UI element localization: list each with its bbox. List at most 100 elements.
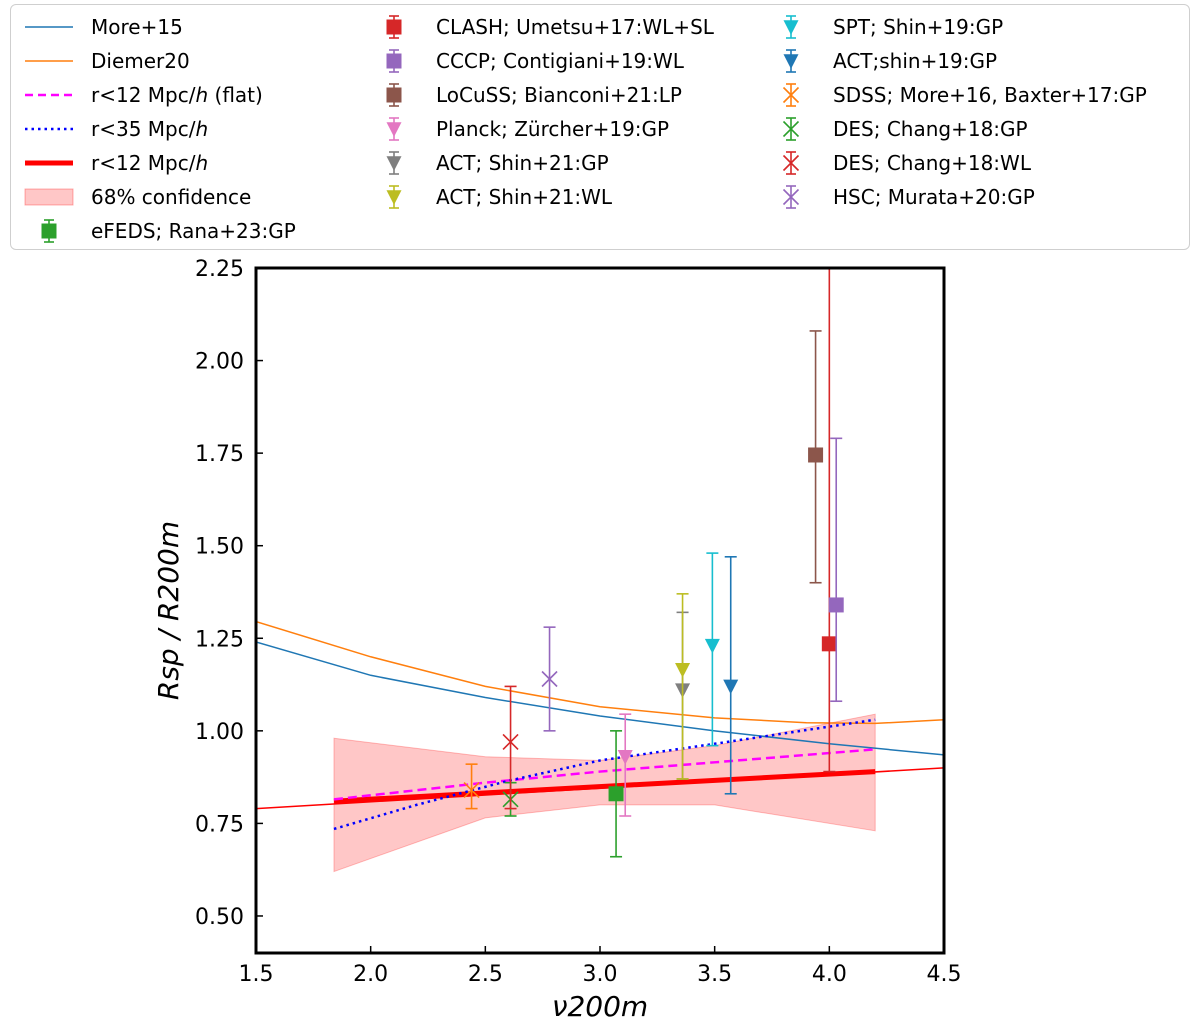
x-tick-label: 4.5 xyxy=(927,962,962,987)
legend-handle-clash xyxy=(386,15,402,39)
legend-item-actgp: ACT; Shin+21:GP xyxy=(366,148,609,178)
legend-item-conf: 68% confidence xyxy=(21,182,251,212)
legend-marker-square xyxy=(386,53,402,69)
legend-item-clash: CLASH; Umetsu+17:WL+SL xyxy=(366,12,714,42)
legend-marker-square xyxy=(41,223,57,239)
marker-x xyxy=(541,670,558,688)
legend-label: HSC; Murata+20:GP xyxy=(833,185,1035,209)
legend-label-post: (flat) xyxy=(208,83,263,107)
data-point-cccp-contigiani-19-wl xyxy=(828,437,844,703)
legend-label: Planck; Zürcher+19:GP xyxy=(436,117,670,141)
x-tick-label: 2.0 xyxy=(353,962,388,987)
legend-label: ACT; Shin+21:WL xyxy=(436,185,613,209)
legend-marker-triangle_down xyxy=(783,20,799,35)
y-tick-label: 0.50 xyxy=(195,905,244,930)
legend-handle-sdss xyxy=(782,83,800,107)
legend-handle-r12 xyxy=(25,160,73,166)
legend-item-hsc: HSC; Murata+20:GP xyxy=(763,182,1035,212)
data-point-spt-shin-19-gp xyxy=(704,552,720,747)
y-tick-label: 1.50 xyxy=(195,535,244,560)
legend-handle-deswl xyxy=(782,151,800,175)
marker-square xyxy=(808,447,824,463)
legend-handle-desgp xyxy=(782,117,800,141)
legend-item-cccp: CCCP; Contigiani+19:WL xyxy=(366,46,684,76)
data-point-locuss-bianconi-21-lp xyxy=(808,330,824,584)
legend-label-pre: r<12 Mpc/ xyxy=(91,83,196,107)
legend-handle-actwl xyxy=(386,185,402,209)
legend-label: DES; Chang+18:WL xyxy=(833,151,1031,175)
data-point-act-shin-19-gp xyxy=(723,556,739,795)
x-axis-label: ν200m xyxy=(552,990,648,1023)
legend-handle-locuss xyxy=(386,83,402,107)
data-point-planck-z-rcher-19-gp xyxy=(617,713,633,817)
marker-square xyxy=(608,786,624,802)
legend-marker-x xyxy=(782,86,800,104)
line-diemer20 xyxy=(256,620,944,725)
marker-triangle_down xyxy=(675,662,691,678)
legend-marker-triangle_down xyxy=(386,156,402,171)
data-point-clash-umetsu-17-wl-sl xyxy=(821,268,837,773)
data-point-hsc-murata-20-gp xyxy=(541,626,558,732)
y-tick-label: 1.25 xyxy=(195,627,244,652)
y-tick-label: 1.75 xyxy=(195,442,244,467)
legend-item-flat: r<12 Mpc/h (flat) xyxy=(21,80,263,110)
legend-item-desgp: DES; Chang+18:GP xyxy=(763,114,1028,144)
legend-item-r35: r<35 Mpc/h xyxy=(21,114,208,144)
legend-handle-act19 xyxy=(783,49,799,73)
legend-label: r<35 Mpc/h xyxy=(91,117,208,141)
legend-marker-x xyxy=(782,188,800,206)
legend: More+15 Diemer20 r<12 Mpc/h (flat) r<35 Mpc… xyxy=(10,4,1190,250)
legend-label: LoCuSS; Bianconi+21:LP xyxy=(436,83,682,107)
legend-label-italic: h xyxy=(195,117,209,141)
legend-label-italic: h xyxy=(195,83,209,107)
legend-item-diemer20: Diemer20 xyxy=(21,46,190,76)
legend-item-r12: r<12 Mpc/h xyxy=(21,148,208,178)
legend-handle-hsc xyxy=(782,185,800,209)
legend-item-more15: More+15 xyxy=(21,12,183,42)
y-axis-label: Rsp / R200m xyxy=(152,521,185,700)
marker-x xyxy=(463,782,480,799)
confidence-band xyxy=(333,713,876,873)
legend-label: CLASH; Umetsu+17:WL+SL xyxy=(436,15,714,39)
y-tick-label: 1.00 xyxy=(195,720,244,745)
legend-marker-band xyxy=(24,188,74,206)
legend-label: DES; Chang+18:GP xyxy=(833,117,1028,141)
series-group xyxy=(256,268,944,873)
legend-item-deswl: DES; Chang+18:WL xyxy=(763,148,1031,178)
marker-triangle_down xyxy=(617,750,633,765)
legend-label: 68% confidence xyxy=(91,185,252,209)
legend-item-locuss: LoCuSS; Bianconi+21:LP xyxy=(366,80,682,110)
marker-triangle_down xyxy=(704,638,720,654)
legend-label: r<12 Mpc/h xyxy=(91,151,208,175)
legend-marker-square xyxy=(386,87,402,103)
legend-item-act19: ACT;shin+19:GP xyxy=(763,46,997,76)
legend-handle-r35 xyxy=(25,127,73,131)
y-tick-label: 2.00 xyxy=(195,350,244,375)
legend-handle-conf xyxy=(24,188,74,206)
x-tick-label: 1.5 xyxy=(239,962,274,987)
legend-handle-more15 xyxy=(25,26,73,28)
legend-label: eFEDS; Rana+23:GP xyxy=(91,219,296,243)
data-point-efeds-rana-23-gp xyxy=(608,730,624,858)
data-point-des-chang-18-wl xyxy=(502,685,519,810)
legend-marker-triangle_down xyxy=(783,54,799,69)
legend-marker-triangle_down xyxy=(386,190,402,205)
legend-marker-x xyxy=(782,154,800,172)
y-tick-label: 0.75 xyxy=(195,812,244,837)
x-tick-label: 3.5 xyxy=(697,962,732,987)
legend-label-pre: r<35 Mpc/ xyxy=(91,117,196,141)
line-r-35-mpc-h xyxy=(333,718,876,831)
marker-triangle_down xyxy=(723,679,739,695)
legend-item-actwl: ACT; Shin+21:WL xyxy=(366,182,612,212)
y-tick-label: 2.25 xyxy=(195,257,244,282)
legend-handle-spt xyxy=(783,15,799,39)
line-r-12-mpc-h-flat- xyxy=(333,748,876,801)
legend-handle-efeds xyxy=(41,219,57,243)
legend-item-efeds: eFEDS; Rana+23:GP xyxy=(21,216,296,246)
legend-item-spt: SPT; Shin+19:GP xyxy=(763,12,1003,42)
legend-label: SDSS; More+16, Baxter+17:GP xyxy=(833,83,1147,107)
legend-label: ACT;shin+19:GP xyxy=(833,49,998,73)
legend-marker-triangle_down xyxy=(386,122,402,137)
legend-item-sdss: SDSS; More+16, Baxter+17:GP xyxy=(763,80,1147,110)
